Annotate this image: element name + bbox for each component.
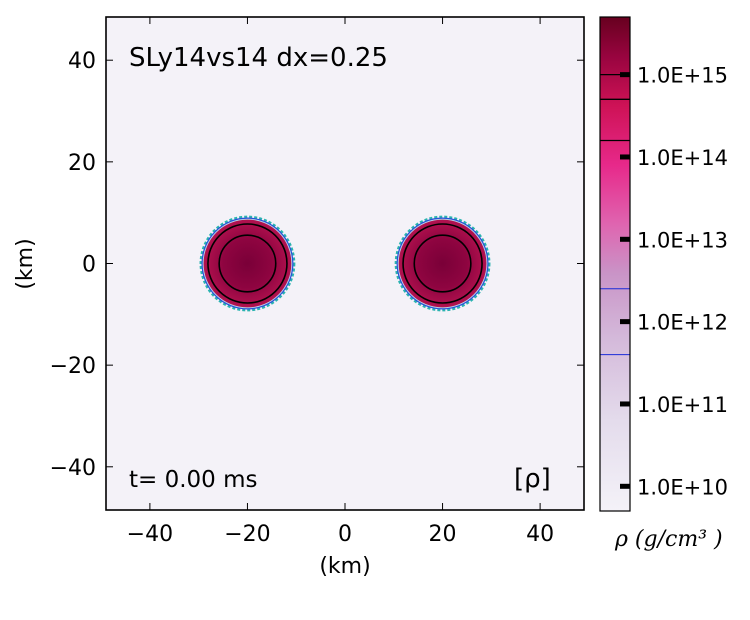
density-contour [413,234,472,293]
colorbar [600,17,630,511]
colorbar-tick-label: 1.0E+15 [637,64,728,88]
x-tick-label: −40 [127,522,173,547]
density-contour [207,223,288,304]
x-axis-label: (km) [319,554,370,579]
colorbar-label: ρ (g/cm³ ) [614,527,723,552]
colorbar-tick-label: 1.0E+10 [637,475,728,499]
colorbar-ticks: 1.0E+15 1.0E+14 1.0E+13 1.0E+12 1.0E+11 1.0E+… [620,64,728,499]
colorbar-tick-label: 1.0E+14 [637,146,728,170]
colorbar-tick-mark [620,401,630,407]
y-tick-label: 20 [68,151,96,176]
colorbar-tick-mark [620,319,630,325]
quantity-label: [ρ] [514,464,551,494]
y-tick-label: −20 [50,354,96,379]
y-tick-label: 0 [82,253,96,278]
colorbar-tick-label: 1.0E+11 [637,393,728,417]
density-contour [402,223,483,304]
colorbar-frame [599,16,631,512]
colorbar-tick-mark [620,483,630,489]
star-halo-rim [394,215,491,312]
neutron-stars [199,215,491,312]
star-body [203,219,292,308]
y-axis-label: (km) [13,238,38,289]
colorbar-tick-label: 1.0E+13 [637,228,728,252]
colorbar-tick-mark [620,154,630,160]
star-body [398,219,487,308]
star-1 [199,215,296,312]
time-label: t= 0.00 ms [129,467,258,493]
x-tick-label: −20 [224,522,270,547]
colorbar-tick-mark [620,72,630,78]
star-2 [394,215,491,312]
x-tick-label: 20 [429,522,457,547]
x-tick-label: 0 [338,522,352,547]
x-axis-ticks: −40 −20 0 20 40 [127,17,554,547]
y-tick-label: 40 [68,49,96,74]
colorbar-tick-label: 1.0E+12 [637,311,728,335]
chart-title: SLy14vs14 dx=0.25 [129,43,388,73]
colorbar-tick-mark [620,236,630,242]
y-axis-ticks: −40 −20 0 20 40 [50,49,584,481]
y-tick-label: −40 [50,456,96,481]
x-tick-label: 40 [526,522,554,547]
plot-background [106,17,584,510]
density-contour [218,234,277,293]
star-halo-rim [199,215,296,312]
